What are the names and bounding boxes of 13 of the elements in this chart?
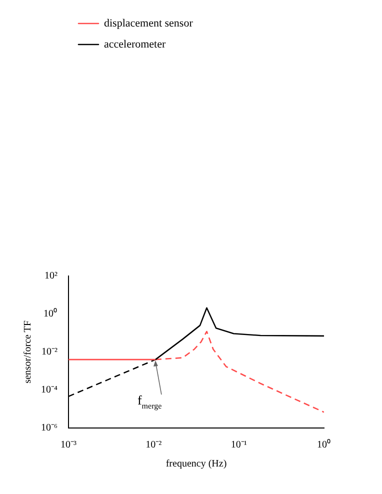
y-tick-label: 10² bbox=[44, 270, 58, 282]
y-tick-label: 10⁻⁶ bbox=[40, 422, 58, 434]
x-tick-label: 10⁰ bbox=[317, 438, 331, 451]
y-axis-title: sensor/force TF bbox=[22, 320, 34, 384]
y-tick-label: 10⁻² bbox=[41, 346, 58, 358]
x-axis-title: frequency (Hz) bbox=[166, 458, 227, 470]
x-tick-label: 10⁻³ bbox=[60, 440, 76, 451]
x-tick-label: 10⁻¹ bbox=[230, 440, 247, 451]
y-tick-label: 10⁻⁴ bbox=[40, 384, 58, 396]
y-tick-label: 10⁰ bbox=[43, 308, 58, 320]
legend-label: accelerometer bbox=[104, 38, 166, 50]
legend-label: displacement sensor bbox=[104, 17, 194, 30]
x-tick-label: 10⁻² bbox=[146, 440, 162, 451]
